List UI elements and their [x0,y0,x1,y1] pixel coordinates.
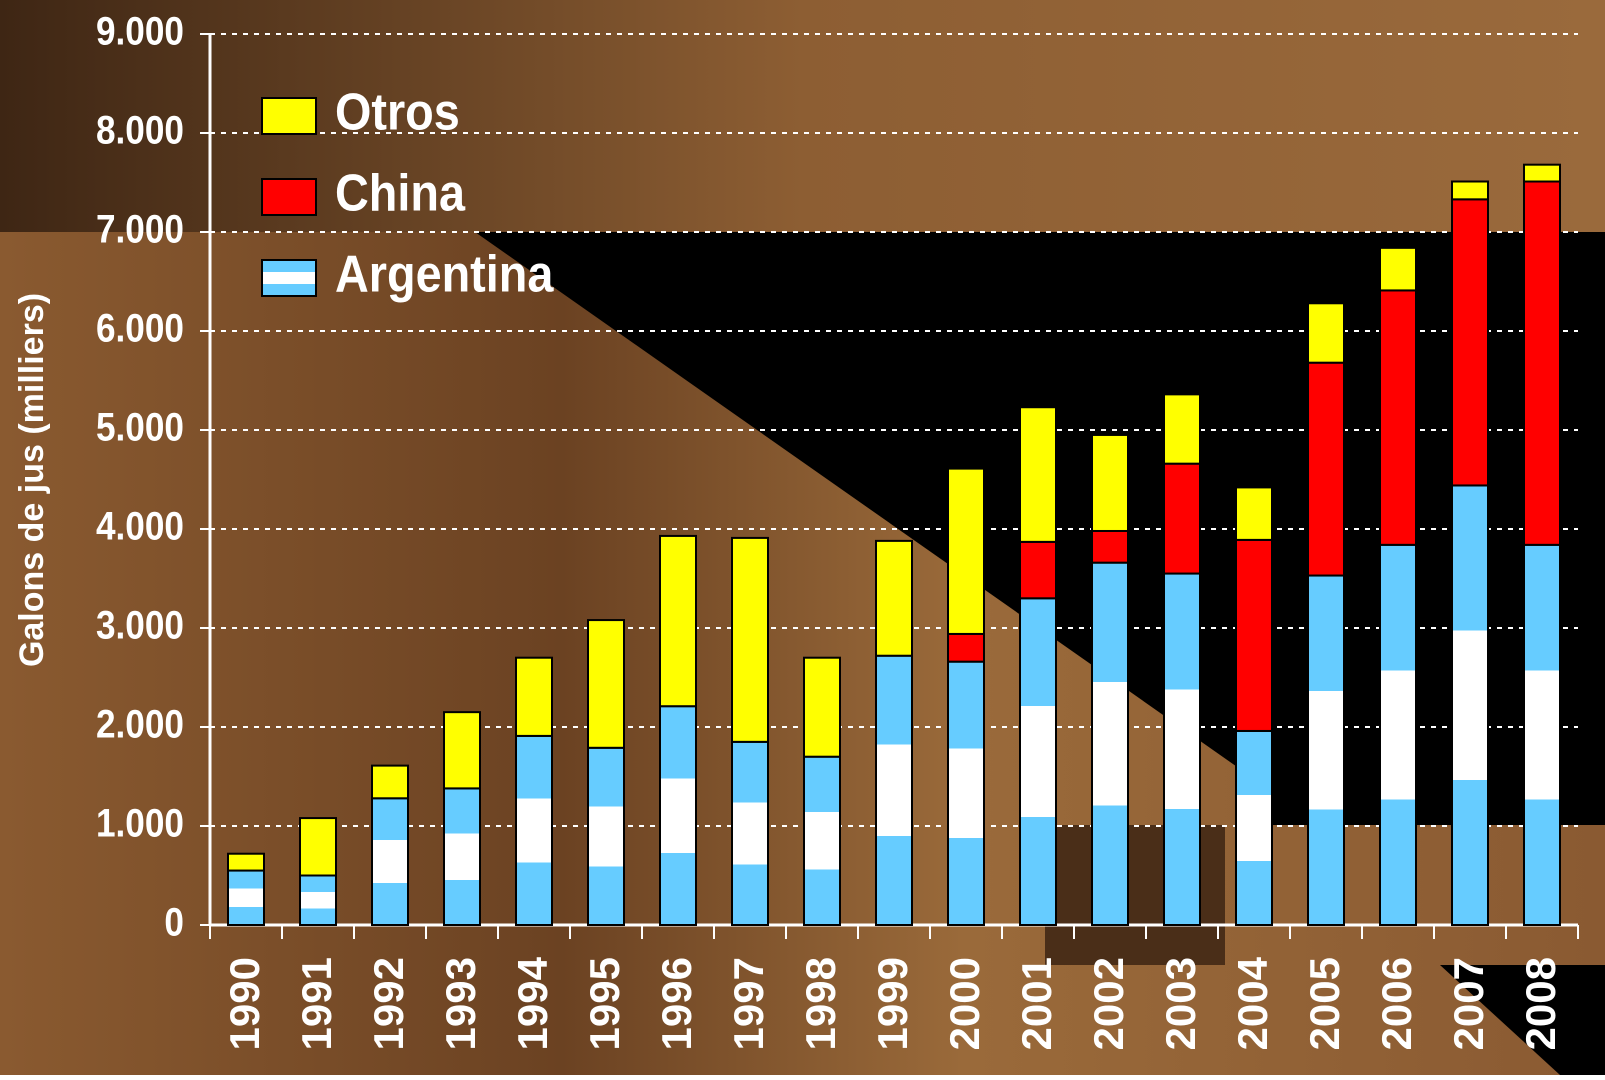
y-axis-label: Galons de jus (milliers) [13,293,51,667]
bar-segment [1523,543,1561,927]
x-tick-label: 2007 [1445,957,1492,1050]
x-tick-label: 2005 [1301,957,1348,1050]
bar-segment [1019,597,1057,926]
x-tick-label: 2003 [1157,957,1204,1050]
x-tick-label: 1997 [725,957,772,1050]
bar-segment [299,817,337,877]
bar-segment [1163,572,1201,926]
bar-segment [1091,561,1129,926]
bar-segment [227,869,265,926]
y-tick-label: 0 [164,899,184,944]
bar-segment [587,746,625,926]
bar-segment [1235,486,1273,541]
bar-segment [947,632,985,663]
bar-segment [1379,543,1417,927]
bar-segment [875,654,913,926]
bar-segment [659,534,697,708]
background-shape [1440,965,1605,1075]
bar-segment [1307,302,1345,364]
y-tick-label: 7.000 [96,206,184,251]
legend-label: Otros [335,83,460,141]
bar-segment [371,797,409,927]
bar-segment [1451,484,1489,926]
bar-segment [875,539,913,657]
bar-segment [443,711,481,790]
bar-segment [587,619,625,749]
legend-label: China [335,164,465,222]
bar-segment [1379,289,1417,546]
y-tick-label: 8.000 [96,107,184,152]
y-tick-label: 6.000 [96,305,184,350]
background-band [0,0,1605,232]
x-tick-label: 2001 [1013,957,1060,1050]
bar-segment [803,656,841,758]
bar-segment [227,852,265,872]
x-tick-label: 1995 [581,957,628,1050]
bar-segment [1163,393,1201,465]
y-tick-label: 2.000 [96,701,184,746]
bar-segment [443,787,481,926]
bar-segment [299,874,337,926]
bar-segment [803,755,841,927]
x-tick-label: 1996 [653,957,700,1050]
bar-segment [947,660,985,926]
x-tick-label: 1999 [869,957,916,1050]
x-tick-label: 1990 [221,957,268,1050]
bar-segment [1019,540,1057,600]
y-tick-label: 5.000 [96,404,184,449]
x-tick-label: 2008 [1517,957,1564,1050]
bar-segment [371,764,409,800]
bar-segment [1235,729,1273,927]
bar-segment [731,740,769,926]
bar-segment [947,467,985,635]
bar-segment [1163,462,1201,575]
bar-segment [515,656,553,737]
x-tick-label: 2006 [1373,957,1420,1050]
y-tick-label: 1.000 [96,800,184,845]
x-tick-label: 2000 [941,957,988,1050]
bar-segment [731,536,769,743]
legend-label: Argentina [335,245,554,303]
x-tick-label: 2002 [1085,957,1132,1050]
bar-segment [1379,246,1417,292]
legend-swatch [261,259,317,297]
x-tick-label: 1991 [293,957,340,1050]
bar-segment [1307,361,1345,577]
bar-segment [1451,198,1489,487]
y-tick-label: 3.000 [96,602,184,647]
x-tick-label: 1993 [437,957,484,1050]
bar-segment [515,734,553,926]
bar-segment [1235,538,1273,732]
x-tick-label: 1998 [797,957,844,1050]
y-tick-label: 9.000 [96,8,184,53]
legend-swatch [261,178,317,216]
x-tick-label: 1994 [509,956,556,1050]
bar-segment [1451,180,1489,201]
x-tick-label: 2004 [1229,956,1276,1050]
x-tick-label: 1992 [365,957,412,1050]
bar-segment [1307,574,1345,927]
bar-segment [1523,163,1561,183]
bar-segment [1019,406,1057,543]
bar-segment [1091,529,1129,564]
y-tick-label: 4.000 [96,503,184,548]
bar-segment [659,705,697,927]
legend-swatch [261,97,317,135]
bar-segment [1091,433,1129,532]
bar-segment [1523,180,1561,546]
